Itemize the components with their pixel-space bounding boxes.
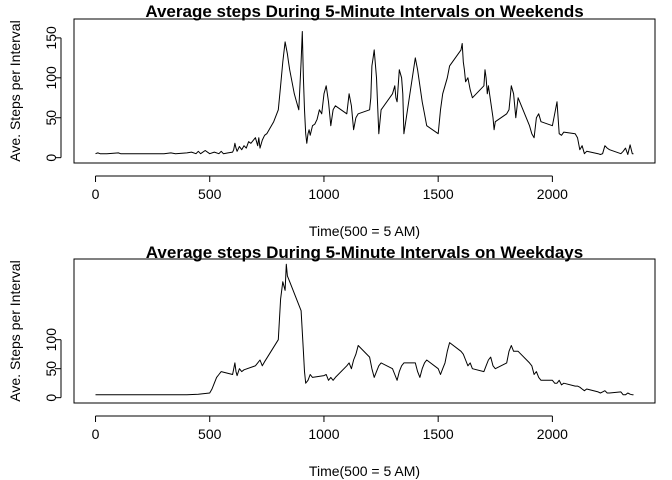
y-tick-label: 100 [43, 66, 59, 90]
y-axis-label: Ave. Steps per Interval [7, 260, 23, 401]
weekday-panel: Average steps During 5-Minute Intervals … [7, 243, 656, 479]
series-line [95, 31, 634, 155]
x-tick-label: 1000 [308, 186, 339, 202]
series-line [95, 263, 634, 396]
x-tick-label: 1000 [308, 426, 339, 442]
y-axis-label: Ave. Steps per Interval [7, 20, 23, 161]
x-tick-label: 2000 [537, 426, 568, 442]
weekend-panel: Average steps During 5-Minute Intervals … [7, 2, 656, 239]
x-tick-label: 0 [92, 186, 100, 202]
x-tick-label: 2000 [537, 186, 568, 202]
plot-frame [73, 258, 656, 404]
y-tick-label: 50 [43, 110, 59, 126]
chart-title: Average steps During 5-Minute Intervals … [146, 243, 583, 262]
y-tick-label: 150 [43, 26, 59, 50]
y-tick-label: 100 [43, 328, 59, 352]
x-tick-label: 1500 [423, 426, 454, 442]
y-tick-label: 50 [43, 361, 59, 377]
x-axis-label: Time(500 = 5 AM) [309, 463, 420, 479]
plot-frame [73, 18, 656, 164]
x-axis-label: Time(500 = 5 AM) [309, 223, 420, 239]
y-tick-label: 0 [43, 154, 59, 162]
x-tick-label: 0 [92, 426, 100, 442]
chart-title: Average steps During 5-Minute Intervals … [145, 2, 583, 21]
x-tick-label: 500 [198, 186, 222, 202]
x-tick-label: 1500 [423, 186, 454, 202]
y-tick-label: 0 [43, 394, 59, 402]
x-tick-label: 500 [198, 426, 222, 442]
